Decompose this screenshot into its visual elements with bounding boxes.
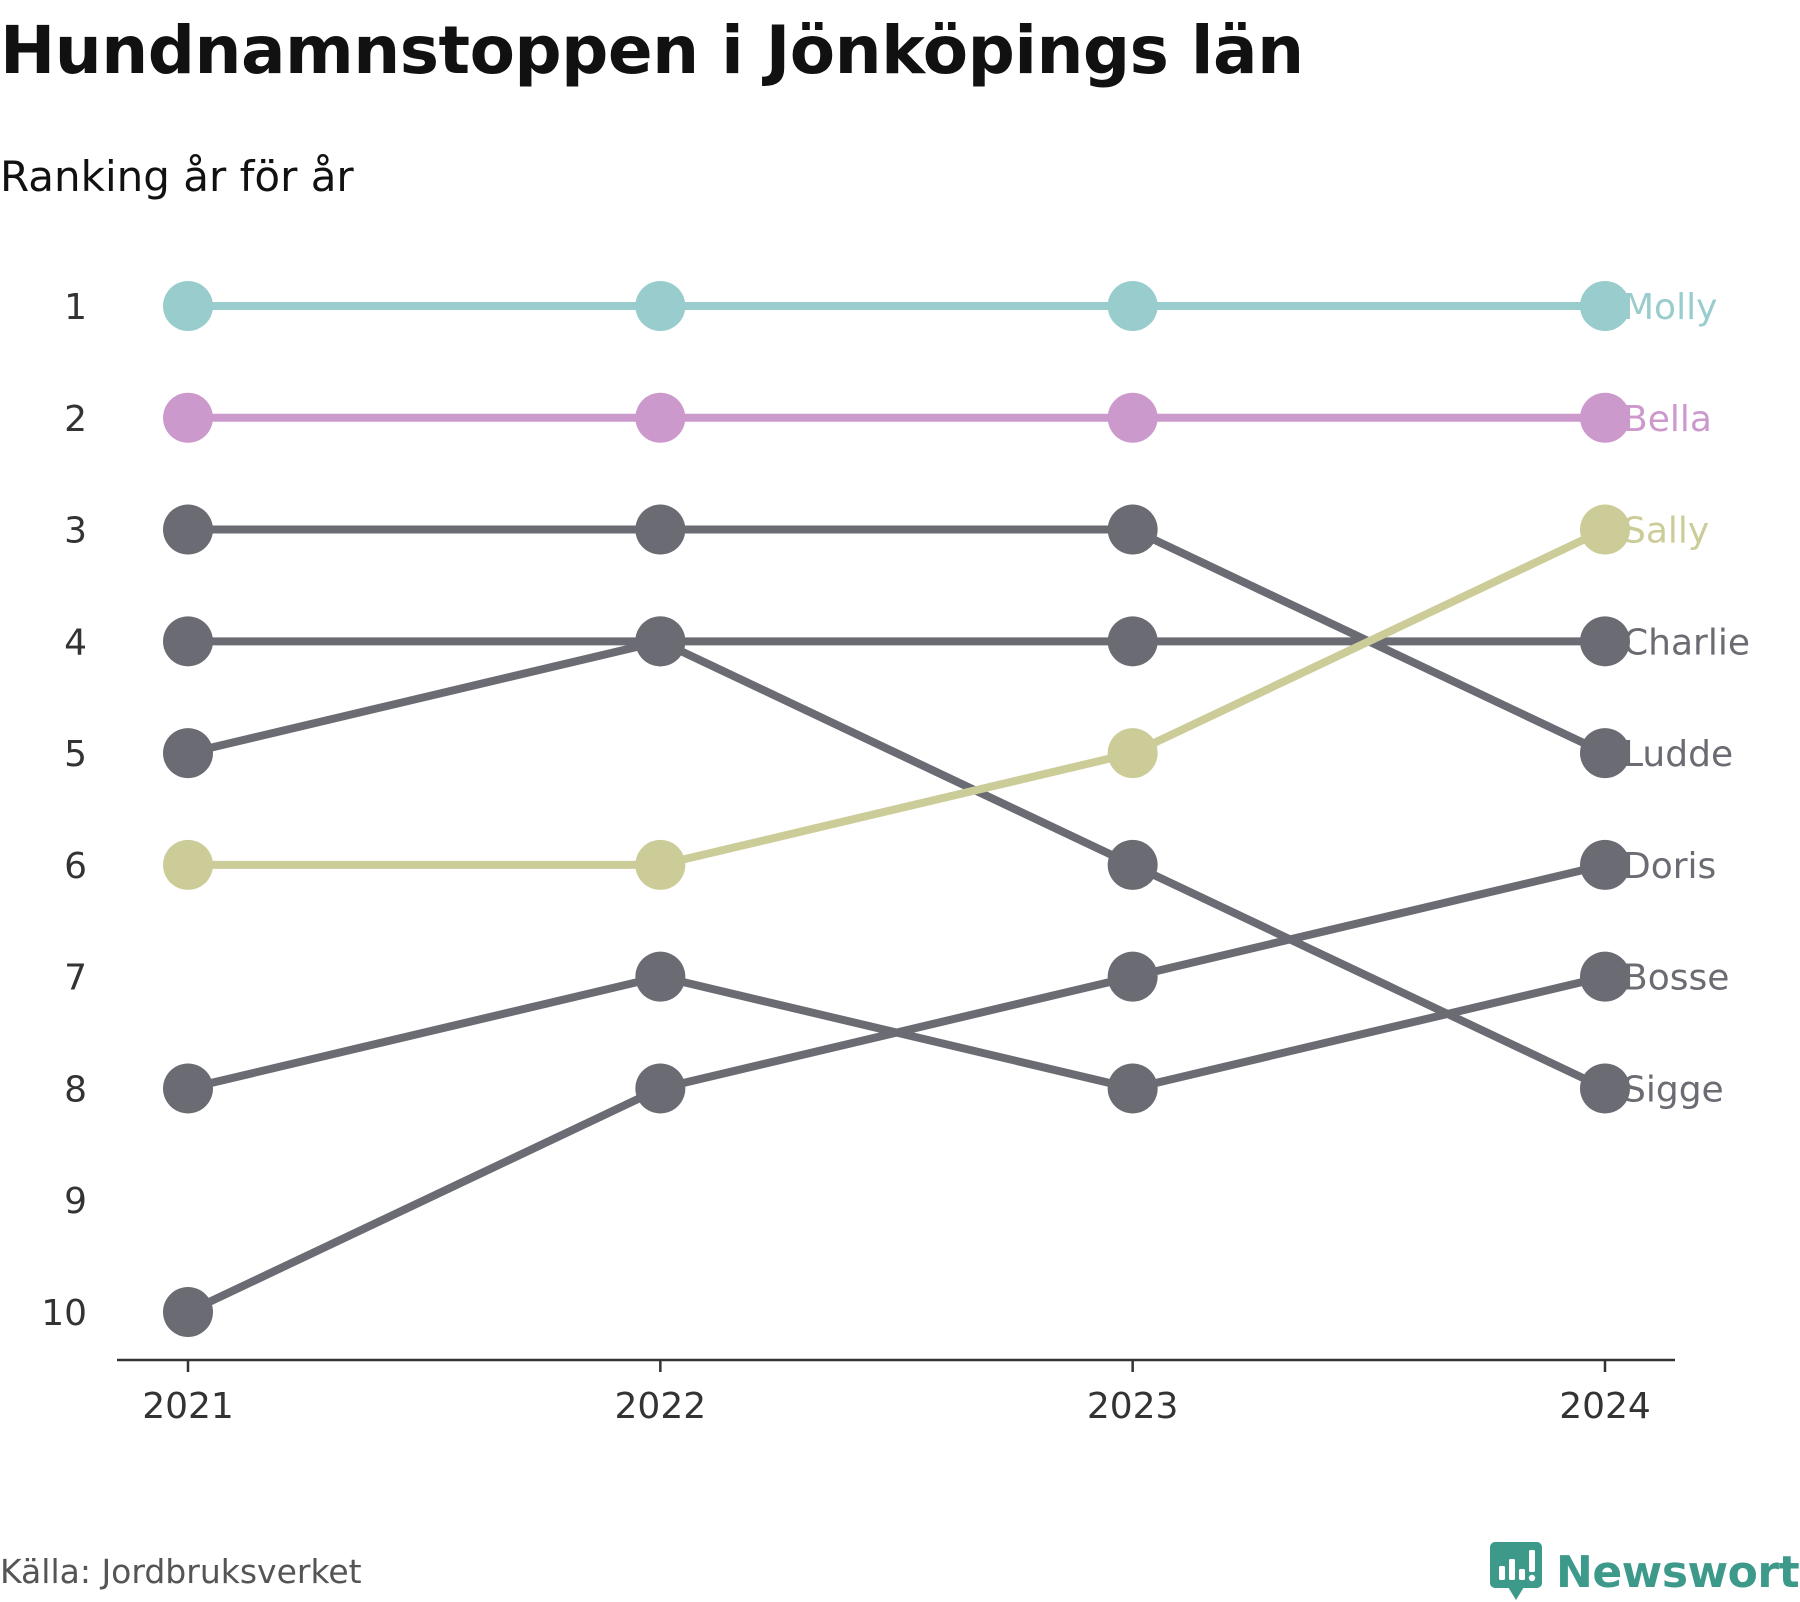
point-molly-2022 xyxy=(635,281,686,331)
point-doris-2024 xyxy=(1580,839,1630,890)
point-sigge-2021 xyxy=(163,728,213,779)
series-label-bella: Bella xyxy=(1623,399,1712,440)
point-ludde-2023 xyxy=(1107,504,1158,555)
point-bella-2021 xyxy=(163,392,213,443)
series-points xyxy=(163,281,1630,1337)
series-label-bosse: Bosse xyxy=(1623,958,1729,999)
y-tick-label-9: 9 xyxy=(64,1181,87,1222)
y-tick-label-10: 10 xyxy=(41,1293,87,1334)
point-bosse-2022 xyxy=(635,951,686,1002)
point-ludde-2021 xyxy=(163,504,213,555)
x-tick-label-2022: 2022 xyxy=(615,1386,707,1427)
series-line-sigge xyxy=(184,637,1609,1093)
point-bosse-2023 xyxy=(1107,1063,1158,1114)
point-molly-2024 xyxy=(1580,281,1630,331)
series-label-sally: Sally xyxy=(1623,511,1709,552)
y-tick-label-1: 1 xyxy=(64,287,87,328)
point-sigge-2023 xyxy=(1107,839,1158,890)
point-charlie-2024 xyxy=(1580,616,1630,667)
series-line-doris xyxy=(184,860,1609,1316)
point-bella-2024 xyxy=(1580,392,1630,443)
point-doris-2022 xyxy=(635,1063,686,1114)
series-label-charlie: Charlie xyxy=(1623,622,1750,663)
point-molly-2021 xyxy=(163,281,213,331)
y-tick-label-7: 7 xyxy=(64,958,87,999)
series-label-molly: Molly xyxy=(1623,287,1717,328)
bar-chart-speech-bubble-icon xyxy=(1490,1542,1542,1600)
point-charlie-2021 xyxy=(163,616,213,667)
series-line-bosse xyxy=(184,972,1609,1093)
series-label-doris: Doris xyxy=(1623,846,1716,887)
source-note: Källa: Jordbruksverket xyxy=(0,1552,362,1591)
series-labels: Molly Bella Sally Charlie Ludde Doris Bosse Sig… xyxy=(1623,287,1750,1110)
point-ludde-2024 xyxy=(1580,728,1630,779)
point-sally-2022 xyxy=(635,839,686,890)
point-doris-2021 xyxy=(163,1287,213,1337)
x-tick-label-2021: 2021 xyxy=(142,1386,234,1427)
y-tick-label-2: 2 xyxy=(64,399,87,440)
series-label-ludde: Ludde xyxy=(1623,734,1733,775)
y-tick-label-5: 5 xyxy=(64,734,87,775)
y-tick-label-8: 8 xyxy=(64,1069,87,1110)
series-lines xyxy=(184,302,1609,1316)
point-sigge-2022 xyxy=(635,616,686,667)
point-sigge-2024 xyxy=(1580,1063,1630,1114)
y-tick-label-6: 6 xyxy=(64,846,87,887)
y-axis: 1 2 3 4 5 6 7 8 9 10 xyxy=(41,287,87,1334)
point-bella-2022 xyxy=(635,392,686,443)
brand-name: Newsworthy xyxy=(1556,1546,1800,1598)
point-sally-2021 xyxy=(163,839,213,890)
point-sally-2023 xyxy=(1107,728,1158,779)
y-tick-label-4: 4 xyxy=(64,622,87,663)
series-line-sally xyxy=(184,525,1609,869)
point-charlie-2023 xyxy=(1107,616,1158,667)
point-doris-2023 xyxy=(1107,951,1158,1002)
point-bosse-2024 xyxy=(1580,951,1630,1002)
point-molly-2023 xyxy=(1107,281,1158,331)
point-ludde-2022 xyxy=(635,504,686,555)
x-tick-label-2024: 2024 xyxy=(1559,1386,1651,1427)
point-sally-2024 xyxy=(1580,504,1630,555)
series-label-sigge: Sigge xyxy=(1623,1069,1724,1110)
chart-title: Hundnamnstoppen i Jönköpings län xyxy=(0,12,1304,89)
point-bella-2023 xyxy=(1107,392,1158,443)
brand-logo: Newsworthy xyxy=(1490,1542,1800,1602)
y-tick-label-3: 3 xyxy=(64,511,87,552)
x-tick-label-2023: 2023 xyxy=(1087,1386,1179,1427)
point-bosse-2021 xyxy=(163,1063,213,1114)
x-axis: 2021 2022 2023 2024 xyxy=(117,1358,1675,1427)
chart-subtitle: Ranking år för år xyxy=(0,152,354,201)
